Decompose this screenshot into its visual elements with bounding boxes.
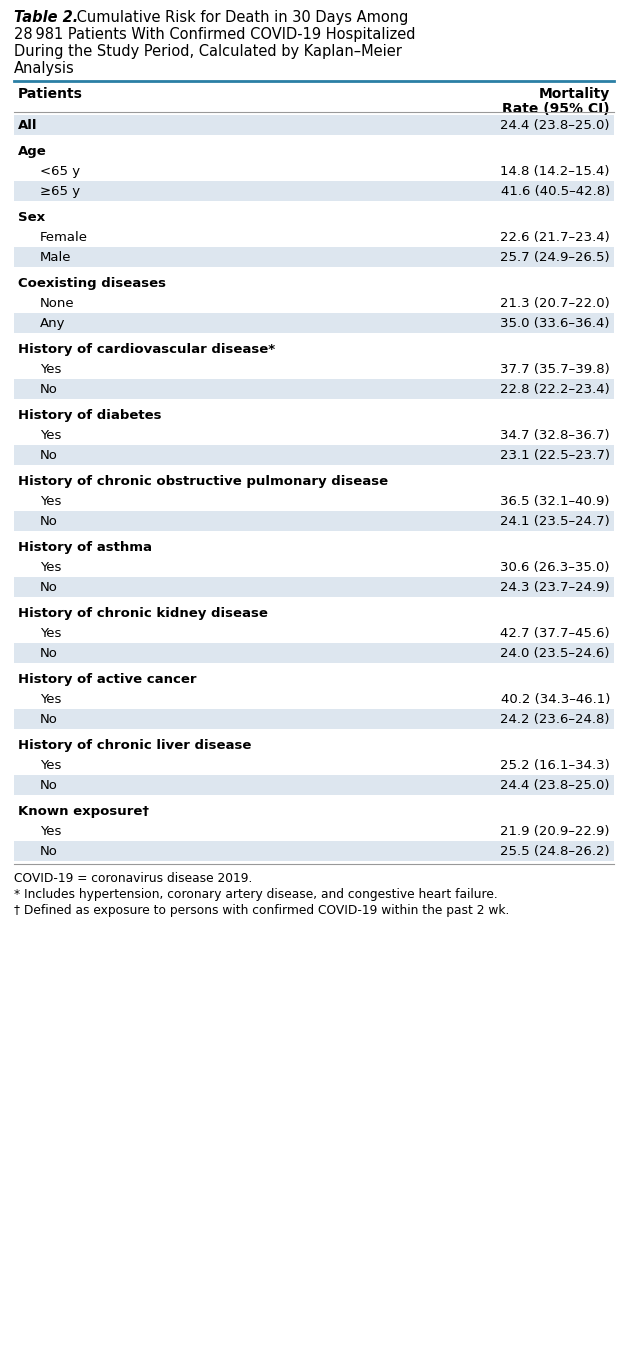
- Text: Coexisting diseases: Coexisting diseases: [18, 276, 166, 290]
- Text: History of chronic obstructive pulmonary disease: History of chronic obstructive pulmonary…: [18, 475, 388, 487]
- Text: 36.5 (32.1–40.9): 36.5 (32.1–40.9): [501, 494, 610, 508]
- Bar: [14, 313, 614, 333]
- Text: 41.6 (40.5–42.8): 41.6 (40.5–42.8): [501, 185, 610, 197]
- Text: * Includes hypertension, coronary artery disease, and congestive heart failure.: * Includes hypertension, coronary artery…: [14, 887, 498, 901]
- Bar: [14, 709, 614, 729]
- Text: Age: Age: [18, 144, 46, 158]
- Text: Male: Male: [40, 250, 72, 264]
- Bar: [14, 114, 614, 135]
- Text: 24.4 (23.8–25.0): 24.4 (23.8–25.0): [501, 778, 610, 792]
- Text: During the Study Period, Calculated by Kaplan–Meier: During the Study Period, Calculated by K…: [14, 44, 402, 59]
- Bar: [14, 577, 614, 597]
- Text: 14.8 (14.2–15.4): 14.8 (14.2–15.4): [501, 165, 610, 177]
- Bar: [14, 642, 614, 663]
- Bar: [14, 378, 614, 399]
- Bar: [14, 510, 614, 531]
- Text: Yes: Yes: [40, 362, 62, 376]
- Text: 34.7 (32.8–36.7): 34.7 (32.8–36.7): [501, 429, 610, 441]
- Text: No: No: [40, 581, 58, 593]
- Bar: [14, 774, 614, 795]
- Text: 21.3 (20.7–22.0): 21.3 (20.7–22.0): [501, 297, 610, 309]
- Text: 28 981 Patients With Confirmed COVID-19 Hospitalized: 28 981 Patients With Confirmed COVID-19 …: [14, 27, 416, 42]
- Text: Yes: Yes: [40, 494, 62, 508]
- Text: 42.7 (37.7–45.6): 42.7 (37.7–45.6): [501, 626, 610, 640]
- Text: No: No: [40, 382, 58, 396]
- Text: No: No: [40, 449, 58, 461]
- Text: History of asthma: History of asthma: [18, 540, 152, 554]
- Bar: [14, 841, 614, 862]
- Text: Known exposure†: Known exposure†: [18, 804, 149, 818]
- Text: Patients: Patients: [18, 87, 83, 101]
- Text: 22.6 (21.7–23.4): 22.6 (21.7–23.4): [501, 230, 610, 244]
- Text: History of diabetes: History of diabetes: [18, 408, 161, 422]
- Text: Analysis: Analysis: [14, 61, 75, 76]
- Text: No: No: [40, 778, 58, 792]
- Text: None: None: [40, 297, 75, 309]
- Text: Yes: Yes: [40, 626, 62, 640]
- Text: Yes: Yes: [40, 758, 62, 772]
- Text: 24.3 (23.7–24.9): 24.3 (23.7–24.9): [501, 581, 610, 593]
- Text: 24.2 (23.6–24.8): 24.2 (23.6–24.8): [501, 713, 610, 725]
- Bar: [14, 445, 614, 465]
- Text: Any: Any: [40, 317, 65, 329]
- Bar: [14, 181, 614, 201]
- Text: History of active cancer: History of active cancer: [18, 672, 197, 686]
- Text: Cumulative Risk for Death in 30 Days Among: Cumulative Risk for Death in 30 Days Amo…: [72, 10, 408, 24]
- Text: No: No: [40, 713, 58, 725]
- Text: No: No: [40, 844, 58, 857]
- Text: All: All: [18, 118, 38, 132]
- Text: Yes: Yes: [40, 429, 62, 441]
- Text: 35.0 (33.6–36.4): 35.0 (33.6–36.4): [501, 317, 610, 329]
- Text: 30.6 (26.3–35.0): 30.6 (26.3–35.0): [501, 561, 610, 573]
- Text: History of chronic liver disease: History of chronic liver disease: [18, 739, 251, 751]
- Text: COVID-19 = coronavirus disease 2019.: COVID-19 = coronavirus disease 2019.: [14, 872, 252, 885]
- Text: Sex: Sex: [18, 211, 45, 223]
- Text: 25.5 (24.8–26.2): 25.5 (24.8–26.2): [501, 844, 610, 857]
- Text: 40.2 (34.3–46.1): 40.2 (34.3–46.1): [501, 693, 610, 705]
- Bar: [14, 246, 614, 267]
- Text: History of cardiovascular disease*: History of cardiovascular disease*: [18, 343, 275, 355]
- Text: 22.8 (22.2–23.4): 22.8 (22.2–23.4): [501, 382, 610, 396]
- Text: 25.2 (16.1–34.3): 25.2 (16.1–34.3): [501, 758, 610, 772]
- Text: History of chronic kidney disease: History of chronic kidney disease: [18, 607, 268, 619]
- Text: Yes: Yes: [40, 825, 62, 837]
- Text: Yes: Yes: [40, 561, 62, 573]
- Text: 25.7 (24.9–26.5): 25.7 (24.9–26.5): [501, 250, 610, 264]
- Text: Mortality: Mortality: [539, 87, 610, 101]
- Text: 24.4 (23.8–25.0): 24.4 (23.8–25.0): [501, 118, 610, 132]
- Text: 37.7 (35.7–39.8): 37.7 (35.7–39.8): [501, 362, 610, 376]
- Text: Female: Female: [40, 230, 88, 244]
- Text: ≥65 y: ≥65 y: [40, 185, 80, 197]
- Text: † Defined as exposure to persons with confirmed COVID-19 within the past 2 wk.: † Defined as exposure to persons with co…: [14, 904, 509, 917]
- Text: Table 2.: Table 2.: [14, 10, 79, 24]
- Text: <65 y: <65 y: [40, 165, 80, 177]
- Text: 21.9 (20.9–22.9): 21.9 (20.9–22.9): [501, 825, 610, 837]
- Text: Rate (95% CI): Rate (95% CI): [502, 102, 610, 116]
- Text: 23.1 (22.5–23.7): 23.1 (22.5–23.7): [500, 449, 610, 461]
- Text: 24.0 (23.5–24.6): 24.0 (23.5–24.6): [501, 646, 610, 660]
- Text: Yes: Yes: [40, 693, 62, 705]
- Text: 24.1 (23.5–24.7): 24.1 (23.5–24.7): [501, 514, 610, 528]
- Text: No: No: [40, 646, 58, 660]
- Text: No: No: [40, 514, 58, 528]
